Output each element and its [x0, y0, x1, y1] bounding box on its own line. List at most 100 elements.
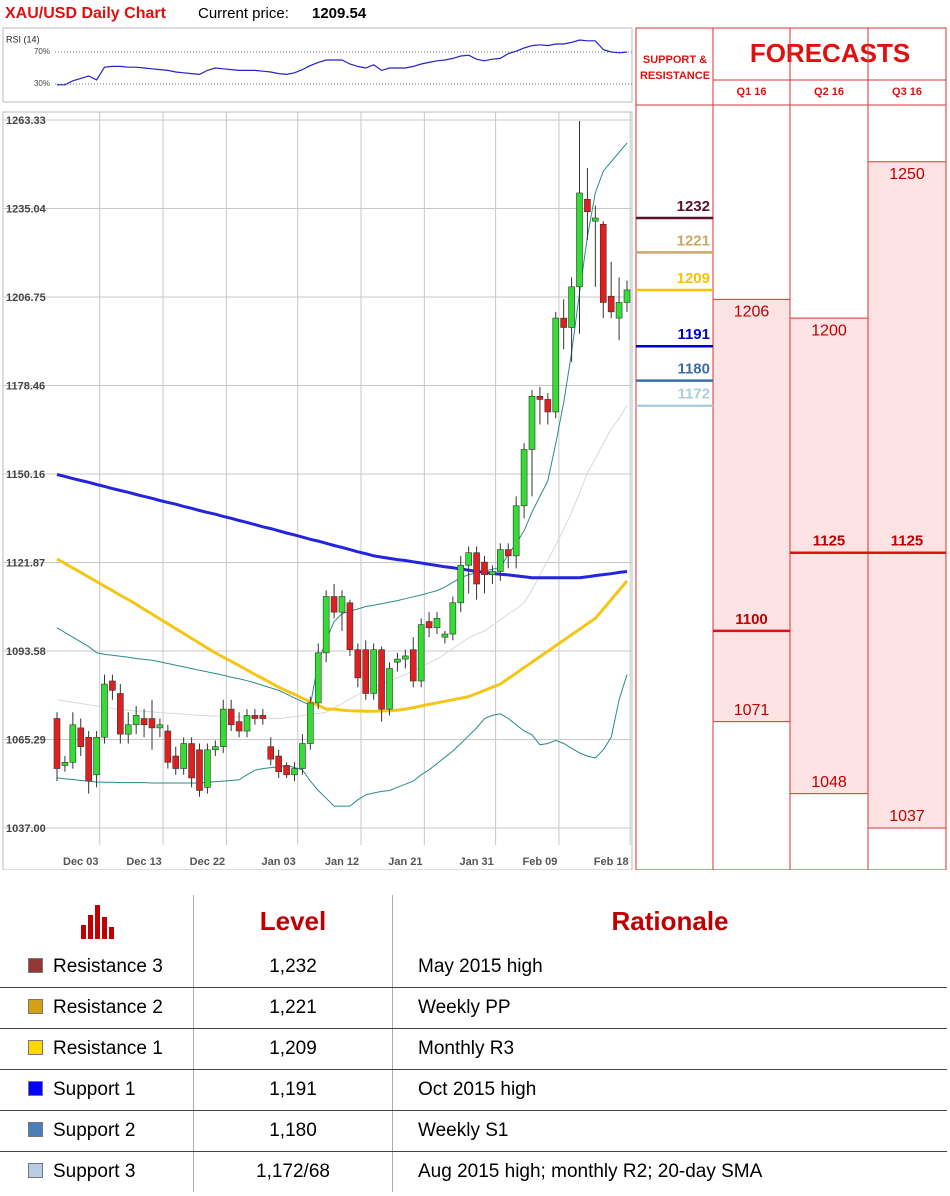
candle-body — [188, 743, 195, 779]
overlay-line — [56, 674, 628, 807]
candle-body — [156, 724, 164, 729]
level-label: 1232 — [677, 198, 710, 215]
icon-cell — [0, 895, 194, 947]
table-row: Resistance 3 1,232 May 2015 high — [0, 947, 947, 988]
chart-area: XAU/USD Daily Chart Current price: 1209.… — [2, 5, 947, 871]
rsi-tick-label: 70% — [34, 47, 50, 56]
candle-body — [417, 624, 425, 682]
candle-body — [69, 724, 77, 763]
name-cell: Resistance 2 — [0, 987, 194, 1029]
x-tick-label: Feb 09 — [522, 856, 557, 868]
candle-body — [180, 743, 187, 769]
candle-body — [552, 317, 560, 413]
rationale-cell: Oct 2015 high — [392, 1069, 947, 1111]
candle-body — [394, 658, 401, 663]
candle-body — [109, 680, 116, 691]
x-tick-label: Feb 18 — [594, 856, 629, 868]
levels-title: SUPPORT & RESISTANCE — [639, 54, 711, 82]
table-header: Level Rationale — [0, 895, 947, 947]
bars-icon — [80, 905, 114, 939]
x-tick-label: Jan 31 — [459, 856, 493, 868]
candle-body — [512, 505, 520, 557]
level-cell: 1,172/68 — [193, 1151, 393, 1192]
candle-body — [283, 765, 290, 776]
candle-body — [599, 223, 607, 303]
candle-body — [132, 715, 140, 726]
forecast-range — [868, 161, 946, 828]
candle-body — [592, 217, 599, 222]
x-tick-label: Jan 03 — [262, 856, 296, 868]
level-cell: 1,232 — [193, 947, 393, 988]
candle-body — [481, 561, 488, 575]
candle-body — [172, 755, 180, 769]
swatch — [28, 1163, 43, 1178]
table-row: Resistance 2 1,221 Weekly PP — [0, 987, 947, 1029]
table-row: Support 2 1,180 Weekly S1 — [0, 1110, 947, 1152]
x-tick-label: Dec 03 — [63, 856, 98, 868]
candle-body — [568, 286, 575, 328]
candle-body — [212, 746, 219, 751]
candle-body — [85, 736, 92, 782]
candle-body — [235, 721, 243, 732]
levels-table: Level Rationale Resistance 3 1,232 May 201… — [0, 895, 947, 1192]
candle-body — [346, 602, 354, 650]
row-name: Support 3 — [53, 1161, 136, 1182]
candle-body — [124, 724, 132, 735]
y-tick-label: 1037.00 — [6, 823, 46, 835]
x-tick-label: Dec 13 — [126, 856, 161, 868]
candle-body — [378, 649, 385, 710]
rationale-cell: Aug 2015 high; monthly R2; 20-day SMA — [392, 1151, 947, 1192]
name-cell: Resistance 1 — [0, 1028, 194, 1070]
candle-body — [362, 649, 370, 694]
swatch — [28, 1081, 43, 1096]
swatch — [28, 999, 43, 1014]
candle-body — [354, 649, 362, 679]
y-tick-label: 1093.58 — [6, 646, 46, 658]
candle-body — [291, 768, 298, 776]
level-cell: 1,221 — [193, 987, 393, 1029]
level-label: 1172 — [677, 386, 710, 403]
candle-body — [504, 549, 512, 557]
table-row: Support 3 1,172/68 Aug 2015 high; monthly … — [0, 1151, 947, 1192]
quarter-label: Q3 16 — [892, 86, 922, 98]
column-header: Level — [193, 895, 393, 947]
swatch — [28, 1040, 43, 1055]
table-row: Support 1 1,191 Oct 2015 high — [0, 1069, 947, 1111]
candle-body — [164, 730, 172, 763]
candle-body — [77, 727, 85, 747]
overlay-line — [56, 473, 628, 580]
forecast-high-label: 1200 — [811, 322, 847, 339]
candle-body — [402, 655, 409, 660]
overlay-line — [56, 557, 629, 713]
candle-body — [576, 192, 583, 288]
forecast-median-label: 1125 — [813, 533, 846, 550]
candle-body — [465, 552, 472, 566]
row-name: Resistance 1 — [53, 1038, 163, 1059]
level-cell: 1,191 — [193, 1069, 393, 1111]
column-header: Rationale — [392, 895, 947, 947]
name-cell: Resistance 3 — [0, 947, 194, 988]
candle-body — [307, 702, 314, 744]
swatch — [28, 958, 43, 973]
candle-body — [101, 683, 108, 738]
rationale-cell: Weekly S1 — [392, 1110, 947, 1152]
level-label: 1221 — [677, 232, 710, 249]
x-tick-label: Jan 21 — [388, 856, 422, 868]
rationale-cell: Weekly PP — [392, 987, 947, 1029]
candle-body — [520, 449, 528, 507]
x-tick-label: Dec 22 — [190, 856, 225, 868]
candle-body — [196, 749, 203, 791]
row-name: Resistance 2 — [53, 997, 163, 1018]
candle-body — [251, 715, 259, 719]
candle-body — [267, 746, 275, 760]
rationale-cell: Monthly R3 — [392, 1028, 947, 1070]
y-tick-label: 1121.87 — [6, 557, 45, 569]
candle-body — [299, 743, 306, 769]
forecast-low-label: 1037 — [889, 808, 925, 825]
forecast-high-label: 1250 — [889, 166, 925, 183]
candle-body — [275, 755, 282, 772]
rationale-cell: May 2015 high — [392, 947, 947, 988]
table-row: Resistance 1 1,209 Monthly R3 — [0, 1028, 947, 1070]
candle-body — [148, 718, 156, 729]
rsi-title: RSI (14) — [6, 34, 40, 44]
